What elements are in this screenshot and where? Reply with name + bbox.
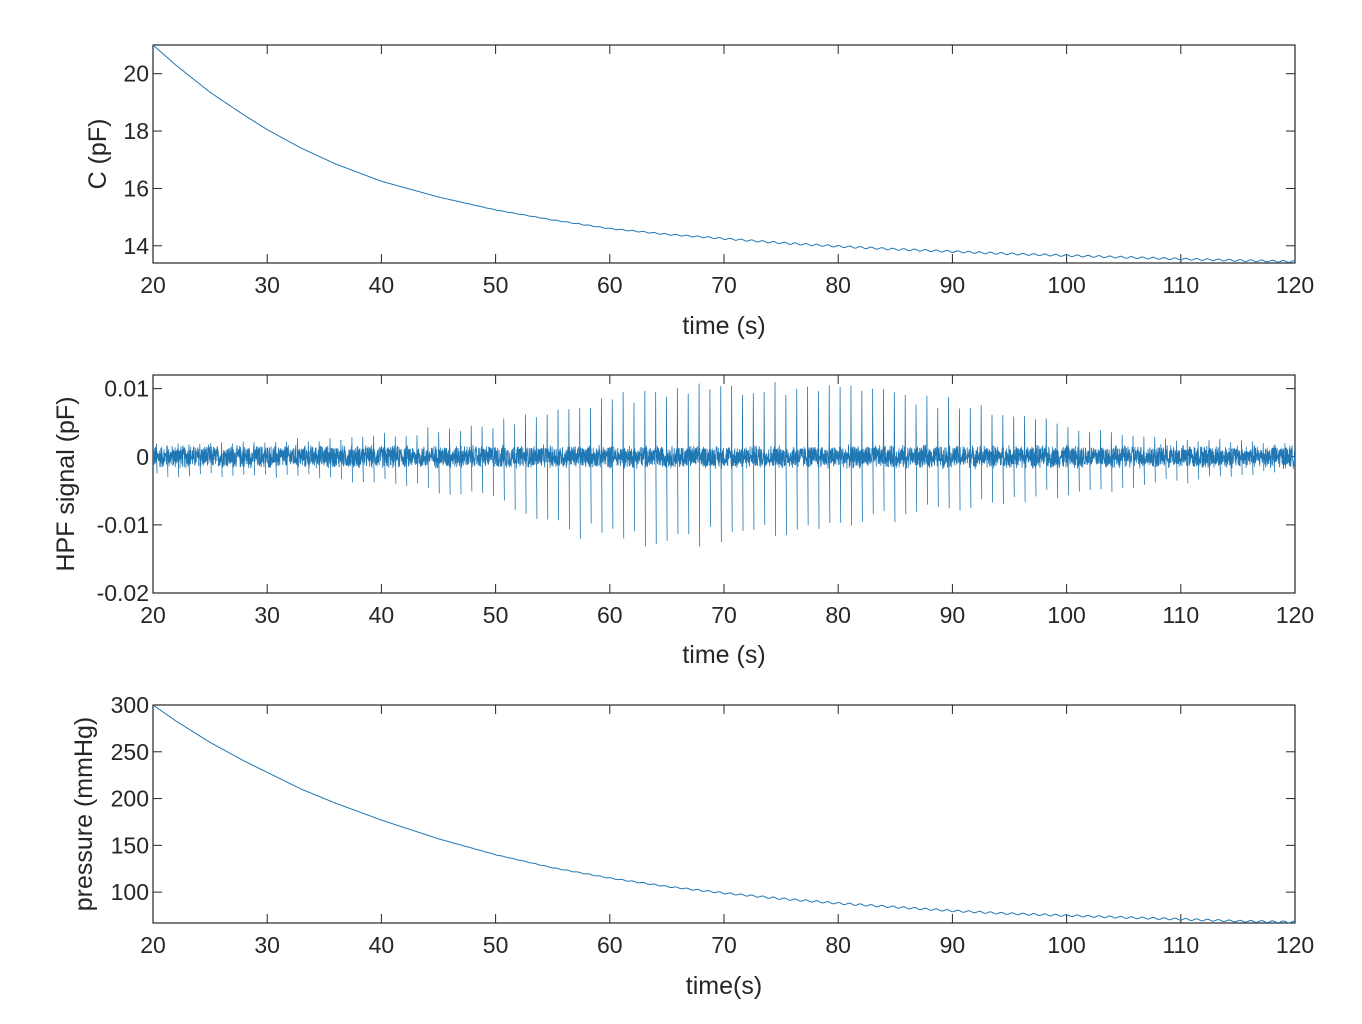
- capacitance-x-tick-label: 30: [254, 272, 280, 298]
- pressure-panel: 20 30 40 50 60 70 80 90 100 110 120 100 150 200 250 300…: [70, 692, 1314, 1000]
- capacitance-x-tick-label: 120: [1276, 272, 1314, 298]
- pressure-plot-frame: [152, 704, 1296, 924]
- hpf-x-tick-label: 20: [140, 602, 166, 628]
- hpf-y-tick-label: -0.01: [97, 512, 149, 538]
- hpf-x-tick-label: 60: [597, 602, 623, 628]
- capacitance-x-axis-label: time (s): [682, 312, 765, 340]
- hpf-y-axis-label: HPF signal (pF): [52, 396, 80, 571]
- hpf-x-tick-label: 90: [940, 602, 966, 628]
- pressure-series-line: [152, 704, 1296, 924]
- hpf-x-tick-label: 50: [483, 602, 509, 628]
- pressure-y-tick-label: 200: [111, 786, 149, 812]
- capacitance-x-tick-label: 50: [483, 272, 509, 298]
- capacitance-y-tick-label: 18: [123, 118, 149, 144]
- hpf-x-tick-label: 30: [254, 602, 280, 628]
- capacitance-y-tick-label: 14: [123, 233, 149, 259]
- hpf-x-tick-label: 40: [369, 602, 395, 628]
- pressure-x-tick-label: 40: [369, 932, 395, 958]
- pressure-x-tick-label: 100: [1047, 932, 1085, 958]
- pressure-x-tick-label: 70: [711, 932, 737, 958]
- pressure-ticks: 20 30 40 50 60 70 80 90 100 110 120 100 150 200 250 300: [111, 692, 1315, 958]
- capacitance-y-tick-label: 16: [123, 175, 149, 201]
- capacitance-y-axis-label: C (pF): [84, 119, 112, 190]
- hpf-x-tick-label: 110: [1162, 602, 1199, 628]
- hpf-signal-panel: 20 30 40 50 60 70 80 90 100 110 120 0.01 0 -0.01 -0.02…: [52, 374, 1314, 669]
- hpf-series-line: [152, 382, 1296, 547]
- hpf-x-tick-label: 100: [1047, 602, 1085, 628]
- capacitance-x-tick-label: 60: [597, 272, 623, 298]
- pressure-x-tick-label: 80: [825, 932, 851, 958]
- capacitance-x-tick-label: 110: [1162, 272, 1199, 298]
- capacitance-x-tick-label: 90: [940, 272, 966, 298]
- capacitance-x-tick-label: 20: [140, 272, 166, 298]
- pressure-x-tick-label: 120: [1276, 932, 1314, 958]
- hpf-ticks: 20 30 40 50 60 70 80 90 100 110 120 0.01 0 -0.01 -0.02: [97, 375, 1314, 628]
- pressure-y-tick-label: 150: [111, 832, 149, 858]
- capacitance-plot-frame: [152, 44, 1296, 264]
- capacitance-series-line: [152, 44, 1296, 263]
- pressure-y-tick-label: 100: [111, 879, 149, 905]
- pressure-x-axis-label: time(s): [686, 972, 762, 1000]
- hpf-x-tick-label: 70: [711, 602, 737, 628]
- pressure-x-tick-label: 110: [1162, 932, 1199, 958]
- capacitance-y-tick-label: 20: [123, 61, 149, 87]
- capacitance-x-tick-label: 100: [1047, 272, 1085, 298]
- hpf-y-tick-label: 0.01: [104, 376, 149, 402]
- hpf-x-tick-label: 80: [825, 602, 851, 628]
- pressure-x-tick-label: 60: [597, 932, 623, 958]
- capacitance-x-tick-label: 70: [711, 272, 737, 298]
- hpf-x-tick-label: 120: [1276, 602, 1314, 628]
- capacitance-x-tick-label: 40: [369, 272, 395, 298]
- pressure-x-tick-label: 90: [940, 932, 966, 958]
- pressure-x-tick-label: 20: [140, 932, 166, 958]
- hpf-y-tick-label: -0.02: [97, 580, 149, 606]
- pressure-y-tick-label: 300: [111, 692, 149, 718]
- pressure-y-axis-label: pressure (mmHg): [70, 717, 98, 911]
- pressure-x-tick-label: 50: [483, 932, 509, 958]
- pressure-x-tick-label: 30: [254, 932, 280, 958]
- pressure-y-tick-label: 250: [111, 739, 149, 765]
- capacitance-x-tick-label: 80: [825, 272, 851, 298]
- hpf-plot-frame: [152, 374, 1296, 594]
- capacitance-ticks: 20 30 40 50 60 70 80 90 100 110 120 14 16 18 20: [123, 45, 1314, 298]
- capacitance-panel: 20 30 40 50 60 70 80 90 100 110 120 14 16 18 20 time (…: [84, 44, 1314, 340]
- hpf-y-tick-label: 0: [136, 444, 149, 470]
- hpf-x-axis-label: time (s): [682, 641, 765, 669]
